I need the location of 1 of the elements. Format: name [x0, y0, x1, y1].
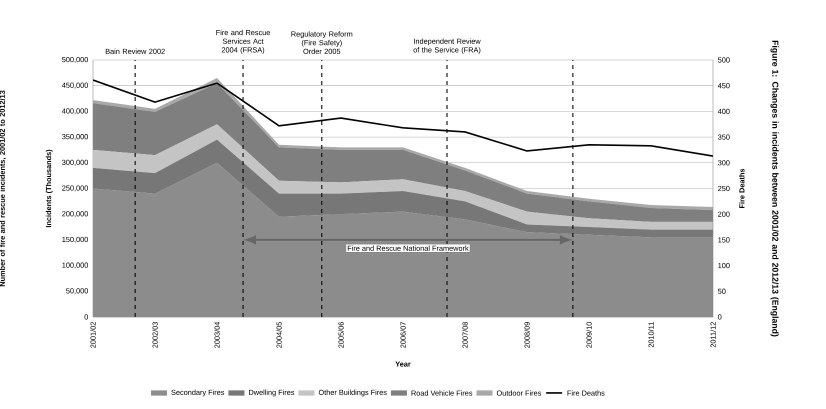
text: Figure 1: Changes in incidents between 2001/02 and 2012/13 (England): [770, 40, 779, 336]
